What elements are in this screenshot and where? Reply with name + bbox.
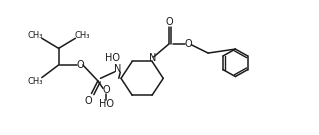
Text: CH₃: CH₃ <box>74 31 90 40</box>
Text: HO: HO <box>99 99 114 109</box>
Text: O: O <box>102 85 110 95</box>
Text: CH₃: CH₃ <box>27 77 43 86</box>
Text: O: O <box>85 96 92 106</box>
Text: N: N <box>114 64 121 74</box>
Text: O: O <box>166 17 174 27</box>
Text: HO: HO <box>105 53 120 63</box>
Text: CH₃: CH₃ <box>27 31 43 40</box>
Text: O: O <box>184 39 192 49</box>
Text: O: O <box>76 60 84 70</box>
Text: N: N <box>149 53 156 63</box>
